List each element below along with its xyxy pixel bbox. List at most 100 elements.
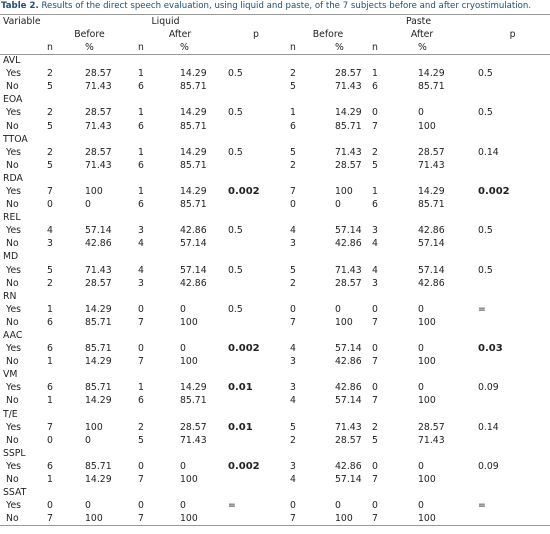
row-label: No <box>6 120 19 132</box>
data-cell: 100 <box>418 120 436 132</box>
data-cell: 28.57 <box>85 277 112 289</box>
empty-cell <box>177 290 225 303</box>
header-cell: p <box>509 29 516 40</box>
variable-row: TTOA <box>0 133 550 146</box>
data-row: Yes 0 0 0 0 = 0 0 0 0 = <box>0 499 550 512</box>
data-cell: 0 <box>290 199 296 211</box>
data-cell: 85.71 <box>180 120 207 132</box>
data-cell: 6 <box>138 81 144 93</box>
data-cell: 71.43 <box>418 159 445 171</box>
data-cell: 1 <box>47 474 53 486</box>
data-cell: 85.71 <box>180 81 207 93</box>
data-cell: 2 <box>47 68 53 80</box>
empty-cell <box>415 133 475 146</box>
data-cell: 5 <box>372 434 378 446</box>
empty-cell <box>82 290 135 303</box>
row-label: No <box>6 238 19 250</box>
data-cell: 5 <box>47 120 53 132</box>
data-cell: 71.43 <box>85 81 112 93</box>
empty-cell <box>82 368 135 381</box>
variable-row: REL <box>0 211 550 224</box>
data-cell: 0 <box>372 460 378 472</box>
data-cell: 2 <box>290 277 296 289</box>
data-cell: 14.29 <box>180 185 207 197</box>
row-label: Yes <box>6 421 22 433</box>
data-row: No 3 42.86 4 57.14 3 42.86 4 57.14 <box>0 237 550 250</box>
empty-cell <box>44 54 82 67</box>
empty-cell <box>475 159 550 172</box>
empty-cell <box>82 408 135 421</box>
empty-cell <box>475 211 550 224</box>
data-cell: 2 <box>290 159 296 171</box>
empty-cell <box>475 512 550 526</box>
empty-cell <box>225 277 287 290</box>
data-cell: 4 <box>290 395 296 407</box>
p-value: 0.09 <box>478 460 499 472</box>
empty-cell <box>225 237 287 250</box>
empty-cell <box>475 133 550 146</box>
data-cell: 0 <box>418 500 424 512</box>
empty-cell <box>332 250 369 263</box>
data-cell: 6 <box>138 159 144 171</box>
empty-cell <box>44 93 82 106</box>
empty-cell <box>177 211 225 224</box>
empty-cell <box>475 368 550 381</box>
variable-name: EOA <box>3 94 23 106</box>
data-cell: 6 <box>138 199 144 211</box>
row-label: Yes <box>6 460 22 472</box>
data-cell: 85.71 <box>180 199 207 211</box>
data-row: Yes 6 85.71 1 14.29 0.01 3 42.86 0 0 0.09 <box>0 381 550 394</box>
data-cell: 57.14 <box>335 343 362 355</box>
data-cell: 85.71 <box>418 199 445 211</box>
empty-cell <box>44 290 82 303</box>
data-cell: 100 <box>85 421 103 433</box>
empty-cell <box>415 486 475 499</box>
data-cell: 0 <box>418 303 424 315</box>
data-cell: 42.86 <box>335 460 362 472</box>
data-row: Yes 2 28.57 1 14.29 0.5 1 14.29 0 0 0.5 <box>0 106 550 119</box>
header-cell: n <box>44 41 82 55</box>
data-cell: 1 <box>290 107 296 119</box>
row-label: Yes <box>6 68 22 80</box>
data-cell: 14.29 <box>418 185 445 197</box>
empty-cell <box>475 80 550 93</box>
empty-cell <box>135 486 177 499</box>
empty-cell <box>287 172 332 185</box>
data-cell: 5 <box>47 264 53 276</box>
empty-cell <box>475 486 550 499</box>
empty-cell <box>287 290 332 303</box>
header-cell: % <box>82 41 135 55</box>
variable-name: SSAT <box>3 487 27 499</box>
data-cell: 14.29 <box>85 303 112 315</box>
data-cell: 100 <box>418 316 436 328</box>
variable-name: RDA <box>3 172 23 184</box>
header-cell: % <box>415 41 475 55</box>
data-cell: 57.14 <box>85 225 112 237</box>
variable-row: SSPL <box>0 447 550 460</box>
data-row: Yes 7 100 2 28.57 0.01 5 71.43 2 28.57 0.14 <box>0 421 550 434</box>
data-cell: 28.57 <box>335 159 362 171</box>
row-label: No <box>6 199 19 211</box>
header-cell: After <box>168 29 192 40</box>
data-cell: 100 <box>418 395 436 407</box>
data-cell: 6 <box>290 120 296 132</box>
data-cell: 5 <box>372 159 378 171</box>
data-cell: 7 <box>287 512 332 526</box>
data-cell: 6 <box>372 81 378 93</box>
data-cell: 5 <box>290 264 296 276</box>
empty-cell <box>287 250 332 263</box>
empty-cell <box>475 473 550 486</box>
empty-cell <box>225 290 287 303</box>
row-label: No <box>6 81 19 93</box>
data-cell: 28.57 <box>85 146 112 158</box>
data-cell: 2 <box>372 421 378 433</box>
empty-cell <box>177 447 225 460</box>
data-cell: 4 <box>290 474 296 486</box>
data-cell: 1 <box>372 68 378 80</box>
empty-cell <box>475 54 550 67</box>
data-cell: 71.43 <box>418 434 445 446</box>
p-value: 0.5 <box>478 225 493 237</box>
data-cell: 100 <box>177 512 225 526</box>
empty-cell <box>475 119 550 132</box>
empty-cell <box>332 211 369 224</box>
